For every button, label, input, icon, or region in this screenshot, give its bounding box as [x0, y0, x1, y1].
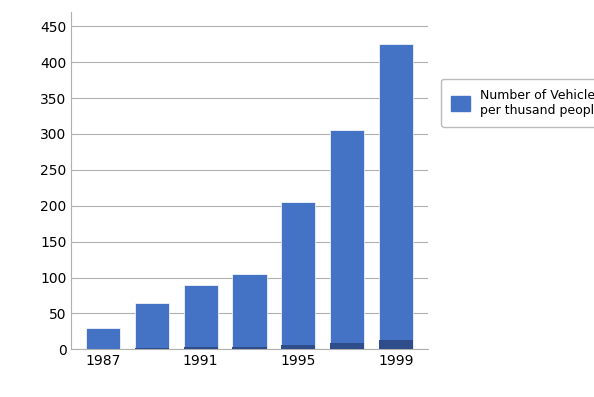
Bar [330, 130, 364, 349]
Bar [281, 345, 315, 349]
Legend: Number of Vehicle
per thusand people: Number of Vehicle per thusand people [441, 79, 594, 127]
Bar [135, 303, 169, 349]
Bar [86, 328, 120, 349]
Bar [330, 343, 364, 349]
Bar [184, 285, 218, 349]
Bar [379, 44, 413, 349]
Bar [281, 202, 315, 349]
Bar [379, 340, 413, 349]
Bar [232, 347, 267, 349]
Bar [232, 274, 267, 349]
Bar [184, 347, 218, 349]
Bar [135, 348, 169, 349]
